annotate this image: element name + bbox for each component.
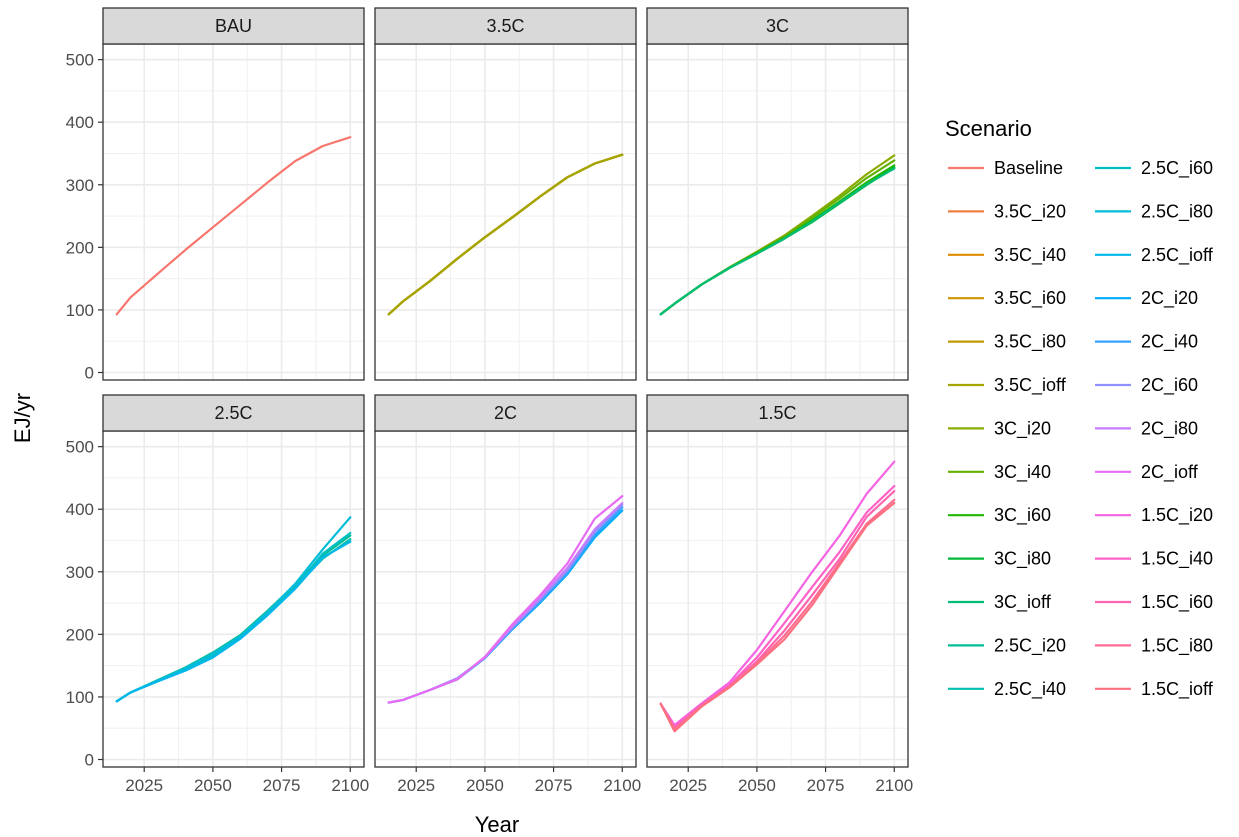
series-line-2C_ioff [387,495,624,704]
legend-label: 2C_i40 [1141,332,1198,353]
facet-strip-label: 1.5C [758,403,796,423]
y-tick-label: 400 [66,113,94,132]
x-tick-label: 2025 [397,776,435,795]
legend-label: 2.5C_i40 [994,679,1066,700]
legend-label: 2C_i60 [1141,375,1198,396]
series-line-1.5C_ioff [659,501,896,733]
legend-label: 3C_i60 [994,505,1051,526]
facet-strip-label: BAU [215,16,252,36]
legend-label: 3C_i80 [994,549,1051,570]
legend-label: 2C_i20 [1141,288,1198,309]
legend-label: 3C_i20 [994,418,1051,439]
x-axis-title: Year [475,812,519,837]
y-tick-label: 200 [66,238,94,257]
legend-label: 2.5C_ioff [1141,245,1214,266]
panel-6: 1.5C 2025 2050 2075 2100 [646,394,913,795]
legend-label: 2.5C_i60 [1141,158,1213,179]
legend-label: Baseline [994,158,1063,178]
legend-label: 1.5C_i60 [1141,592,1213,613]
legend-label: 3.5C_i60 [994,288,1066,309]
legend-label: 1.5C_i40 [1141,549,1213,570]
panel-background [103,431,364,767]
x-tick-label: 2050 [194,776,232,795]
series-line-1.5C_i20 [659,460,896,727]
panel-background [103,44,364,380]
x-tick-label: 2050 [738,776,776,795]
y-tick-label: 100 [66,301,94,320]
chart-panels: BAU 0 100 200 300 400 500 3.5C 3C 2.5C 0 100 200 300 4… [66,7,913,795]
facet-strip [646,7,909,45]
y-tick-label: 300 [66,563,94,582]
series-line-Baseline [115,136,352,316]
legend-label: 3.5C_i20 [994,201,1066,222]
x-tick-label: 2100 [331,776,369,795]
facet-strip [102,7,365,45]
legend-label: 1.5C_ioff [1141,679,1214,700]
facet-strip-label: 3.5C [486,16,524,36]
facet-strip-label: 2C [494,403,517,423]
legend-label: 2.5C_i80 [1141,201,1213,222]
legend-label: 3.5C_ioff [994,375,1067,396]
legend-label: 1.5C_i80 [1141,635,1213,656]
x-tick-label: 2100 [603,776,641,795]
panel-3: 3C [646,7,909,381]
y-tick-label: 0 [85,363,94,382]
legend-label: 3.5C_i80 [994,332,1066,353]
y-tick-label: 0 [85,750,94,769]
panel-background [647,44,908,380]
panel-background [375,44,636,380]
x-tick-label: 2100 [875,776,913,795]
y-tick-label: 400 [66,500,94,519]
facet-strip-label: 2.5C [214,403,252,423]
y-tick-label: 100 [66,688,94,707]
x-tick-label: 2050 [466,776,504,795]
y-axis-title: EJ/yr [10,393,35,443]
legend-label: 3.5C_i40 [994,245,1066,266]
legend-title: Scenario [945,116,1032,141]
legend-label: 2.5C_i20 [994,635,1066,656]
legend-label: 2C_i80 [1141,418,1198,439]
facet-strip [374,7,637,45]
series-line-3.5C_ioff [387,153,624,316]
legend-label: 3C_ioff [994,592,1052,613]
y-tick-label: 300 [66,176,94,195]
legend: Scenario Baseline 3.5C_i20 3.5C_i40 3.5C_i6… [945,116,1214,700]
x-tick-label: 2025 [125,776,163,795]
y-tick-label: 200 [66,625,94,644]
panel-1: BAU 0 100 200 300 400 500 [66,7,365,382]
facet-strip [646,394,909,432]
y-tick-label: 500 [66,51,94,70]
legend-label: 3C_i40 [994,462,1051,483]
legend-label: 1.5C_i20 [1141,505,1213,526]
panel-background [375,431,636,767]
panel-2: 3.5C [374,7,637,381]
x-tick-label: 2025 [669,776,707,795]
x-tick-label: 2075 [807,776,845,795]
series-line-3C_ioff [659,167,896,316]
facet-strip [102,394,365,432]
facet-strip-label: 3C [766,16,789,36]
facet-strip [374,394,637,432]
y-tick-label: 500 [66,438,94,457]
panel-4: 2.5C 0 100 200 300 400 500 2025 2050 2075 2100 [66,394,369,795]
x-tick-label: 2075 [535,776,573,795]
x-tick-label: 2075 [263,776,301,795]
series-line-2.5C_ioff [115,540,352,703]
panel-5: 2C 2025 2050 2075 2100 [374,394,641,795]
legend-label: 2C_ioff [1141,462,1199,483]
